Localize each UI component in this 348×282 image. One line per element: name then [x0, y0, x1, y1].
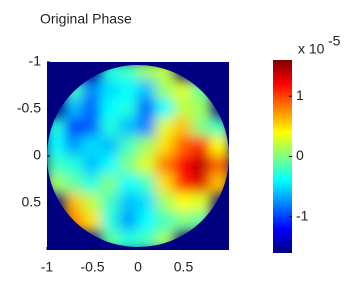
cell [192, 117, 212, 138]
cell [101, 136, 121, 157]
cell [64, 136, 84, 157]
cell [210, 155, 230, 176]
cell [101, 99, 121, 120]
y-tick-label: 0 [33, 147, 41, 163]
cell [173, 155, 193, 176]
cell [82, 80, 102, 101]
cell [64, 174, 84, 195]
cell [82, 99, 102, 120]
cell [173, 80, 193, 101]
cell [64, 99, 84, 120]
chart-title: Original Phase [40, 11, 132, 27]
colorbar-tick-label: 1 [296, 87, 304, 103]
cell [192, 136, 212, 157]
cell [82, 136, 102, 157]
cell [119, 117, 139, 138]
cell [155, 136, 175, 157]
cell [82, 155, 102, 176]
cell [101, 211, 121, 232]
plot-area [46, 61, 230, 251]
cell [101, 80, 121, 101]
cell [173, 211, 193, 232]
cell [155, 174, 175, 195]
cell [64, 155, 84, 176]
cell [192, 174, 212, 195]
cell [101, 193, 121, 214]
cell [101, 174, 121, 195]
cell [82, 193, 102, 214]
cell [119, 80, 139, 101]
x-tick-label: 0 [134, 259, 142, 275]
cell [101, 155, 121, 176]
cell [173, 117, 193, 138]
cell [192, 155, 212, 176]
colorbar-exponent: -5 [328, 33, 341, 49]
x-tick-label: -1 [41, 259, 54, 275]
cell [119, 193, 139, 214]
cell [210, 136, 230, 157]
cell [155, 117, 175, 138]
cell [137, 136, 157, 157]
cell [192, 99, 212, 120]
cell [137, 211, 157, 232]
y-tick-label: -0.5 [17, 100, 41, 116]
cell [64, 193, 84, 214]
y-tick-label: 0.5 [22, 194, 42, 210]
cell [137, 117, 157, 138]
cell [173, 174, 193, 195]
colorbar-tick-label: 0 [296, 147, 304, 163]
cell [155, 155, 175, 176]
chart: Original Phase x 10 -5 -1 -0.5 0 0.5 -1 -0.5 0… [0, 0, 348, 282]
cell [119, 174, 139, 195]
cell [64, 117, 84, 138]
colorbar-multiplier: x 10 [298, 41, 325, 57]
cell [155, 211, 175, 232]
x-tick-label: -0.5 [80, 259, 104, 275]
cell [119, 136, 139, 157]
cell [82, 117, 102, 138]
cell [173, 136, 193, 157]
x-tick-label: 0.5 [174, 259, 194, 275]
cell [137, 99, 157, 120]
cell [82, 211, 102, 232]
y-tick-label: -1 [29, 53, 42, 69]
cell [137, 155, 157, 176]
cell [155, 80, 175, 101]
colorbar-tick-label: -1 [296, 208, 309, 224]
cell [119, 211, 139, 232]
cell [101, 117, 121, 138]
cell [173, 99, 193, 120]
cell [173, 193, 193, 214]
cell [119, 99, 139, 120]
cell [137, 193, 157, 214]
cell [137, 80, 157, 101]
cell [192, 193, 212, 214]
cell [82, 174, 102, 195]
cell [155, 193, 175, 214]
cell [137, 174, 157, 195]
cell [46, 155, 66, 176]
cell [119, 155, 139, 176]
cell [155, 99, 175, 120]
cell [46, 136, 66, 157]
